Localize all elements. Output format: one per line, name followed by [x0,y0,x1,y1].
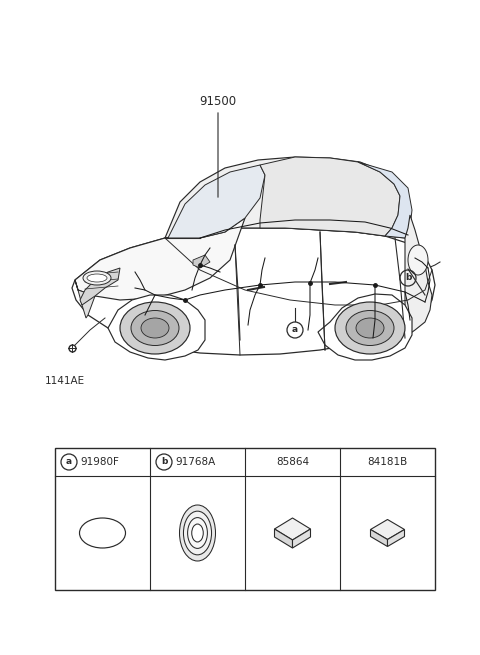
Polygon shape [405,215,432,338]
Text: b: b [405,274,411,282]
Ellipse shape [188,517,207,548]
Ellipse shape [346,310,394,345]
Text: 1141AE: 1141AE [45,376,85,386]
Text: a: a [66,457,72,466]
Ellipse shape [192,524,203,542]
Polygon shape [292,529,311,548]
Ellipse shape [87,274,107,282]
Ellipse shape [83,271,111,285]
Text: 91500: 91500 [199,95,237,108]
Polygon shape [75,280,95,318]
Text: 91980F: 91980F [80,457,119,467]
Ellipse shape [335,302,405,354]
Polygon shape [108,295,205,360]
Polygon shape [193,255,210,268]
Ellipse shape [141,318,169,338]
Ellipse shape [131,310,179,345]
Text: 84181B: 84181B [367,457,408,467]
Ellipse shape [183,511,212,555]
Polygon shape [168,165,265,238]
Polygon shape [387,529,405,546]
Ellipse shape [356,318,384,338]
Text: a: a [292,326,298,335]
Text: b: b [161,457,167,466]
Polygon shape [358,162,412,238]
Polygon shape [371,519,405,540]
Polygon shape [371,529,387,546]
Polygon shape [165,157,410,238]
Text: 91768A: 91768A [175,457,215,467]
Polygon shape [275,529,292,548]
Ellipse shape [180,505,216,561]
Polygon shape [318,294,412,360]
Polygon shape [75,218,245,300]
Polygon shape [275,518,311,540]
Ellipse shape [408,245,428,275]
Ellipse shape [80,518,125,548]
Polygon shape [72,228,435,355]
Text: 85864: 85864 [276,457,309,467]
Bar [55,448,435,590]
Ellipse shape [120,302,190,354]
Polygon shape [80,268,120,305]
Polygon shape [260,157,400,236]
